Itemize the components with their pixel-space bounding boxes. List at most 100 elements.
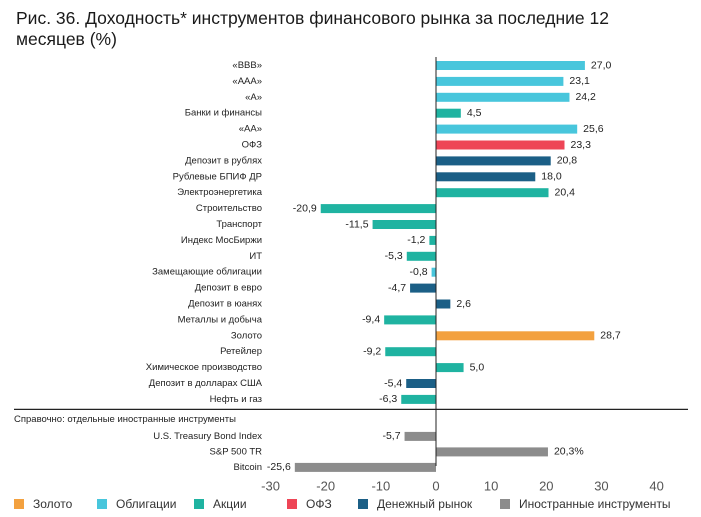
x-tick-label: 0	[432, 478, 439, 493]
value-label: -5,7	[382, 430, 400, 442]
value-label: -4,7	[388, 282, 406, 294]
value-label: 24,2	[575, 91, 596, 103]
category-label: Депозит в юанях	[188, 299, 262, 310]
category-label: Золото	[231, 330, 262, 341]
category-label: ИТ	[249, 251, 262, 262]
category-label: Депозит в евро	[195, 283, 262, 294]
category-label: Замещающие облигации	[152, 267, 262, 278]
value-label: -9,4	[362, 314, 380, 326]
x-tick-label: 30	[594, 478, 608, 493]
value-label: -5,3	[385, 250, 403, 262]
category-label: «AAA»	[232, 76, 262, 87]
category-label: Bitcoin	[233, 462, 262, 473]
section-label: Справочно: отдельные иностранные инструм…	[14, 414, 236, 425]
value-label: -0,8	[409, 266, 427, 278]
x-tick-label: -10	[371, 478, 390, 493]
bar	[436, 188, 549, 198]
bar	[436, 299, 451, 309]
category-label: Депозит в рублях	[185, 155, 262, 166]
value-label: -6,3	[379, 393, 397, 405]
legend-item: Золото	[14, 497, 72, 511]
category-label: Электроэнергетика	[177, 187, 262, 198]
legend-item: ОФЗ	[287, 497, 332, 511]
legend-label: ОФЗ	[306, 497, 332, 511]
category-label: Индекс МосБиржи	[181, 235, 262, 246]
value-label: 28,7	[600, 330, 621, 342]
bar	[436, 140, 565, 150]
value-label: 23,1	[569, 75, 590, 87]
category-label: «AA»	[239, 124, 262, 135]
value-label: 23,3	[570, 139, 591, 151]
bar	[436, 108, 461, 118]
bar	[384, 315, 436, 325]
x-tick-label: -20	[316, 478, 335, 493]
value-label: -5,4	[384, 377, 402, 389]
x-tick-label: 10	[484, 478, 498, 493]
legend-swatch	[287, 499, 297, 509]
bar	[385, 347, 436, 357]
value-label: -1,2	[407, 234, 425, 246]
bar	[401, 394, 436, 404]
legend-swatch	[358, 499, 368, 509]
value-label: 20,3%	[554, 446, 584, 458]
bar	[436, 172, 536, 182]
legend-label: Золото	[33, 497, 73, 511]
bar	[436, 331, 595, 341]
legend-label: Акции	[213, 497, 247, 511]
value-label: 25,6	[583, 123, 604, 135]
value-label: -11,5	[345, 218, 368, 230]
legend-item: Денежный рынок	[358, 497, 472, 511]
value-label: -25,6	[267, 461, 291, 473]
category-label: S&P 500 TR	[210, 446, 263, 457]
category-label: Ретейлер	[220, 346, 262, 357]
category-label: Химическое производство	[146, 362, 262, 373]
bar	[436, 61, 585, 70]
category-label: Депозит в долларах США	[149, 378, 263, 389]
value-label: 5,0	[470, 361, 485, 373]
chart-legend: Золото Облигации Акции ОФЗ Денежный рынок Ино…	[14, 497, 701, 515]
chart-title: Рис. 36. Доходность* инструментов финанс…	[16, 8, 609, 49]
category-label: «A»	[245, 92, 262, 103]
bar	[410, 283, 436, 293]
value-label: -20,9	[293, 202, 317, 214]
category-label: Рублевые БПИФ ДР	[173, 171, 262, 182]
x-tick-label: -30	[261, 478, 280, 493]
value-label: 20,4	[555, 186, 576, 198]
bar	[294, 462, 436, 472]
legend-item: Облигации	[97, 497, 176, 511]
category-label: Металлы и добыча	[178, 314, 263, 325]
category-label: Транспорт	[216, 219, 262, 230]
legend-swatch	[194, 499, 204, 509]
legend-label: Иностранные инструменты	[519, 497, 671, 511]
value-label: 18,0	[541, 171, 562, 183]
value-label: 2,6	[456, 298, 471, 310]
category-label: «BBB»	[232, 60, 262, 71]
value-label: 27,0	[591, 59, 612, 71]
bar	[404, 431, 436, 441]
bar	[320, 204, 436, 214]
category-label: Строительство	[196, 203, 262, 214]
x-tick-label: 40	[649, 478, 663, 493]
legend-label: Облигации	[116, 497, 177, 511]
category-label: U.S. Treasury Bond Index	[153, 431, 262, 442]
legend-label: Денежный рынок	[377, 497, 473, 511]
bar	[436, 156, 551, 166]
bar	[406, 251, 436, 261]
legend-swatch	[14, 499, 24, 509]
category-label: Нефть и газ	[210, 394, 262, 405]
bar	[436, 124, 578, 134]
value-label: 20,8	[557, 155, 578, 167]
legend-item: Иностранные инструменты	[500, 497, 671, 511]
bar	[436, 92, 570, 102]
bar	[429, 235, 436, 245]
value-label: 4,5	[467, 107, 482, 119]
category-label: ОФЗ	[242, 140, 263, 151]
bar	[436, 447, 548, 457]
legend-swatch	[500, 499, 510, 509]
bar	[431, 267, 436, 277]
bar	[436, 76, 564, 86]
bar	[406, 379, 436, 388]
legend-item: Акции	[194, 497, 247, 511]
bar	[372, 220, 436, 229]
